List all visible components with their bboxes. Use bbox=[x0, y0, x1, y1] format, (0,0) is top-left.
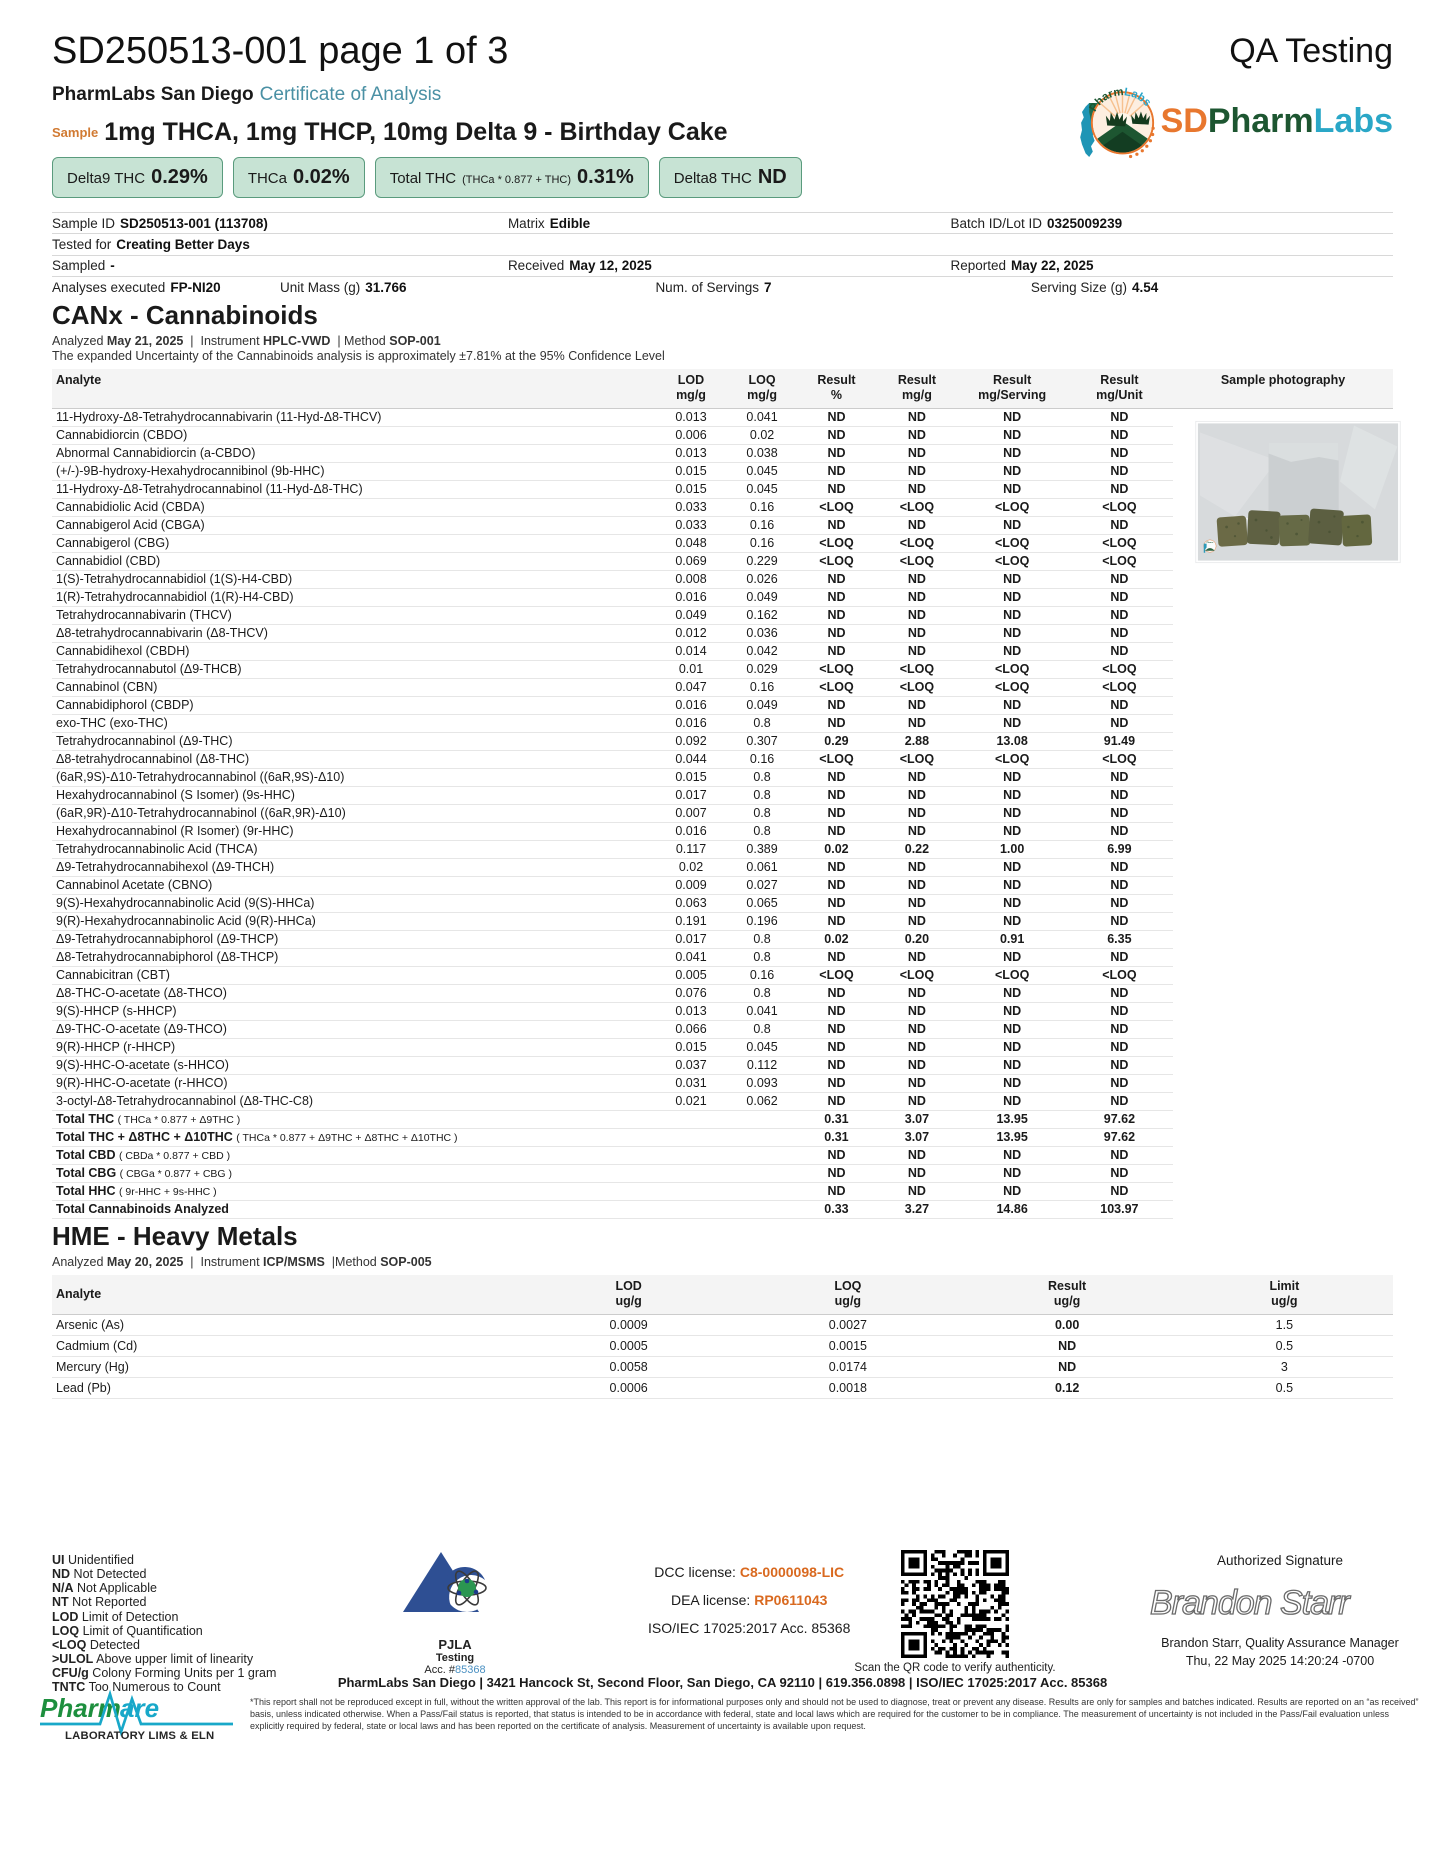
svg-text:Pharm: Pharm bbox=[1207, 542, 1214, 544]
svg-text:LABORATORY LIMS & ELN: LABORATORY LIMS & ELN bbox=[65, 1730, 214, 1742]
svg-text:Brandon Starr: Brandon Starr bbox=[1150, 1584, 1351, 1622]
